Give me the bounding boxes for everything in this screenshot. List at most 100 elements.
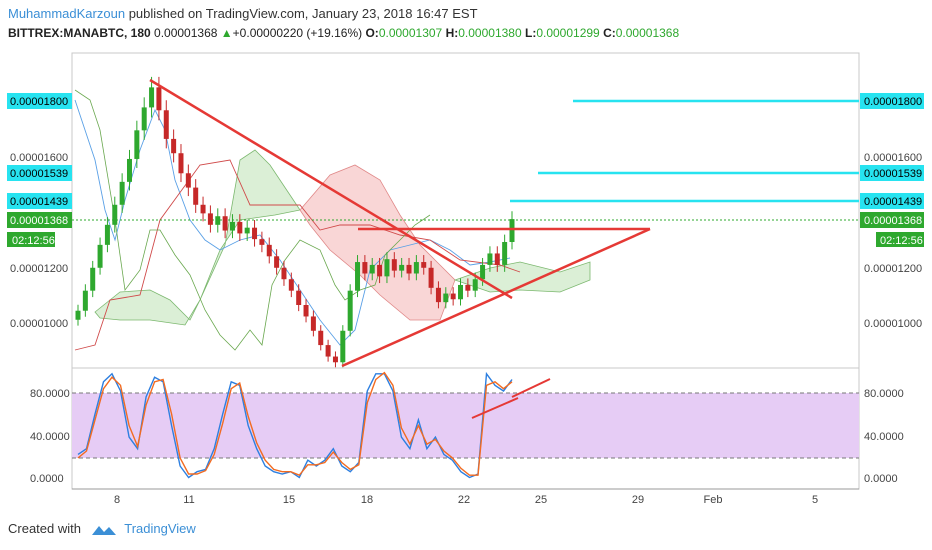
candle-body <box>134 130 140 159</box>
candle-body <box>90 267 96 291</box>
stoch-tick-right-40: 40.0000 <box>864 431 904 443</box>
candle-body <box>156 87 162 111</box>
candle-body <box>332 356 338 363</box>
candle-body <box>126 158 132 182</box>
countdown-box-right <box>876 232 924 247</box>
price-label-left-1368: 0.00001368 <box>10 215 68 227</box>
low-label: L: <box>524 26 537 40</box>
y-tick-left-1000: 0.00001000 <box>10 318 68 330</box>
price-box-left-1368 <box>7 212 72 228</box>
chart-svg[interactable]: 0.00001600 0.00001200 0.00001000 0.00001… <box>0 0 932 515</box>
price-label-right-1539: 0.00001539 <box>864 168 922 180</box>
candle-body <box>252 227 258 240</box>
candle-body <box>318 330 324 346</box>
stoch-trendline-upper[interactable] <box>511 378 551 398</box>
created-with-text: Created with <box>8 521 81 536</box>
candle-body <box>384 259 390 277</box>
candle-body <box>480 264 486 280</box>
candle-body <box>435 287 441 303</box>
price-box-right-1539 <box>860 165 924 181</box>
countdown-left: 02:12:56 <box>12 235 55 247</box>
author-link[interactable]: MuhammadKarzoun <box>8 6 126 21</box>
price-label-right-1439: 0.00001439 <box>864 196 922 208</box>
candle-body <box>185 173 191 188</box>
symbol-label: BITTREX:MANABTC, 180 <box>8 26 151 40</box>
countdown-right: 02:12:56 <box>880 235 923 247</box>
close-label: C: <box>603 26 616 40</box>
price-box-right-1439 <box>860 193 924 209</box>
candle-body <box>200 204 206 214</box>
candle-body <box>193 187 199 205</box>
candle-body <box>222 216 228 231</box>
stoch-tick-left-40: 40.0000 <box>30 431 70 443</box>
candle-body <box>281 267 287 280</box>
stoch-band-fill <box>72 393 859 458</box>
high-label: H: <box>445 26 459 40</box>
candle-body <box>237 221 243 234</box>
candle-body <box>413 262 419 274</box>
stoch-tick-right-80: 80.0000 <box>864 388 904 400</box>
low-value: 0.00001299 <box>536 26 600 40</box>
candle-body <box>274 256 280 268</box>
tradingview-brand[interactable]: TradingView <box>124 521 196 536</box>
candle-body <box>450 293 456 300</box>
x-tick-8: 8 <box>114 494 120 506</box>
stoch-tick-left-80: 80.0000 <box>30 388 70 400</box>
candle-body <box>141 107 147 131</box>
price-box-right-1800 <box>860 93 924 109</box>
triangle-lower-trendline[interactable] <box>341 227 651 368</box>
candle-body <box>428 267 434 288</box>
candle-body <box>266 244 272 257</box>
candle-body <box>229 221 235 231</box>
candle-body <box>355 262 361 291</box>
price-change: +0.00000220 (+19.16%) <box>232 26 363 40</box>
x-tick-25: 25 <box>535 494 547 506</box>
candle-body <box>303 305 309 317</box>
price-label-right-1800: 0.00001800 <box>864 96 922 108</box>
triangle-upper-trendline[interactable] <box>149 78 513 300</box>
price-box-left-1800 <box>7 93 72 109</box>
candle-body <box>244 227 250 234</box>
last-price: 0.00001368 <box>154 26 218 40</box>
price-box-left-1439 <box>7 193 72 209</box>
candle-body <box>399 264 405 271</box>
candle-body <box>207 213 213 225</box>
candle-body <box>487 253 493 265</box>
y-tick-left-1200: 0.00001200 <box>10 263 68 275</box>
publish-line: MuhammadKarzoun published on TradingView… <box>8 6 478 21</box>
candle-body <box>406 264 412 274</box>
candle-body <box>465 284 471 291</box>
stoch-trendline-lower[interactable] <box>471 397 519 419</box>
candle-body <box>472 279 478 291</box>
price-label-left-1439: 0.00001439 <box>10 196 68 208</box>
countdown-box-left <box>7 232 55 247</box>
candle-body <box>82 290 88 311</box>
candle-body <box>325 345 331 357</box>
stoch-tick-left-0: 0.0000 <box>30 473 64 485</box>
change-arrow-icon: ▲ <box>220 26 233 40</box>
x-tick-5: 5 <box>812 494 818 506</box>
symbol-line: BITTREX:MANABTC, 180 0.00001368 ▲+0.0000… <box>8 26 679 40</box>
candle-body <box>215 216 221 225</box>
y-tick-left-1600: 0.00001600 <box>10 152 68 164</box>
price-box-right-1368 <box>860 212 924 228</box>
footer: Created with TradingView <box>8 521 196 537</box>
y-tick-right-1000: 0.00001000 <box>864 318 922 330</box>
candle-body <box>369 264 375 274</box>
stoch-d-line <box>77 371 513 477</box>
high-value: 0.00001380 <box>458 26 522 40</box>
candle-body <box>171 138 177 154</box>
candle-body <box>509 219 515 242</box>
open-label: O: <box>365 26 379 40</box>
price-label-left-1800: 0.00001800 <box>10 96 68 108</box>
candle-body <box>494 253 500 265</box>
chikou-line <box>74 89 431 351</box>
kijun-line <box>74 159 521 351</box>
candle-body <box>340 330 346 363</box>
price-label-left-1539: 0.00001539 <box>10 168 68 180</box>
candle-body <box>443 293 449 303</box>
y-tick-right-1200: 0.00001200 <box>864 263 922 275</box>
candle-body <box>458 284 464 300</box>
x-tick-18: 18 <box>361 494 373 506</box>
open-value: 0.00001307 <box>378 26 443 40</box>
